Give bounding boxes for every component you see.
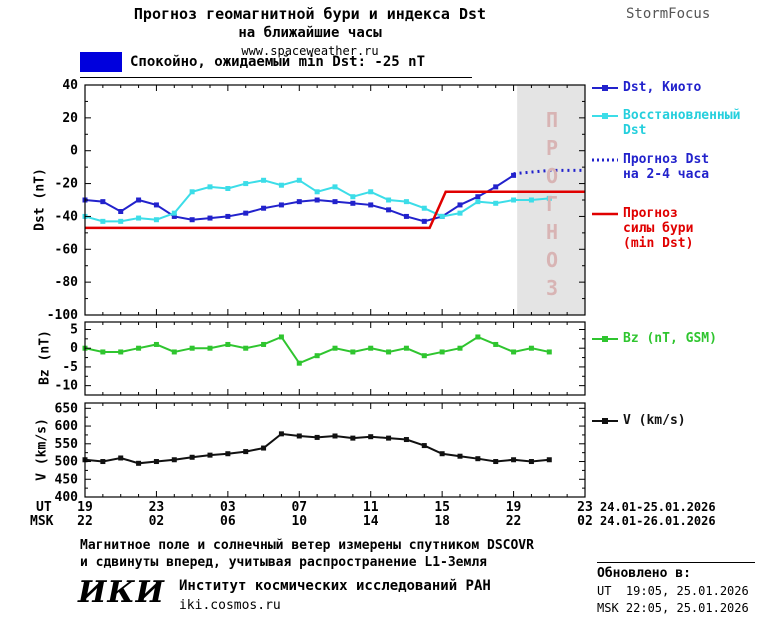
legend-marker-forecast-dst [592,158,618,162]
svg-text:0: 0 [70,144,78,159]
updated-block: Обновлено в: UT 19:05, 25.01.2026 MSK 22… [597,562,755,615]
legend-marker-v [592,418,618,424]
forecast-band-letter: З [545,276,559,300]
yaxis-title-dst: Dst (nT) [32,168,48,231]
yaxis-title-v: V (km/s) [34,418,50,481]
svg-text:550: 550 [55,437,79,452]
legend-label-recovered-dst: Восстановленный Dst [623,108,741,138]
x-tick-ut: 03 [220,500,236,515]
data-source-note-line2: и сдвинуты вперед, учитывая распростране… [80,555,487,570]
x-tick-msk: 14 [362,514,379,529]
svg-text:-20: -20 [55,177,79,192]
forecast-band-letter: О [545,164,559,188]
yaxis-title-bz: Bz (nT) [37,330,53,385]
svg-text:-40: -40 [55,209,79,224]
forecast-band-letter: О [545,248,559,272]
svg-text:5: 5 [70,322,78,337]
svg-text:-5: -5 [62,360,78,375]
x-tick-msk: 18 [434,514,450,529]
legend-marker-bz [592,336,618,342]
legend-label-forecast-dst: Прогноз Dst на 2-4 часа [623,152,710,182]
svg-text:0: 0 [70,341,78,356]
status-row: Спокойно, ожидаемый min Dst: -25 nT [80,52,472,78]
x-tick-msk: 22 [77,514,93,529]
date-range-msk: 24.01-26.01.2026 [600,514,716,528]
forecast-band-letter: Г [545,192,559,216]
x-tick-msk: 02 [577,514,593,529]
updated-ut: UT 19:05, 25.01.2026 [597,584,749,598]
x-tick-ut: 07 [291,500,308,515]
updated-msk: MSK 22:05, 25.01.2026 [597,601,749,615]
legend-label-v: V (km/s) [623,413,686,428]
site-link[interactable]: www.spaceweather.ru [241,44,379,58]
svg-text:500: 500 [55,455,79,470]
forecast-band-letter: П [545,108,559,132]
status-color-swatch [80,52,122,72]
x-tick-ut: 23 [577,500,593,515]
updated-label: Обновлено в: [597,566,691,581]
legend-label-bz: Bz (nT, GSM) [623,331,717,346]
svg-text:-100: -100 [47,308,78,323]
page-title: Прогноз геомагнитной бури и индекса Dst [133,5,487,23]
brand-label: StormFocus [626,6,711,22]
svg-text:20: 20 [62,111,78,126]
x-tick-ut: 15 [434,500,450,515]
page-subtitle: на ближайшие часы [238,25,382,41]
xaxis-row-label-msk: MSK [30,514,54,529]
date-range-ut: 24.01-25.01.2026 [600,500,716,514]
svg-text:-10: -10 [55,379,79,394]
legend-dst-kyoto: Dst, Киото [592,80,701,95]
x-tick-ut: 19 [77,500,93,515]
iki-logo: ИКИ [78,575,165,610]
iki-site-link[interactable]: iki.cosmos.ru [178,598,281,613]
x-tick-msk: 06 [220,514,236,529]
status-label: Спокойно, ожидаемый min Dst: -25 nT [130,54,426,70]
data-source-note-line1: Магнитное поле и солнечный ветер измерен… [80,538,534,553]
header: Прогноз геомагнитной бури и индекса Dst … [40,5,580,58]
forecast-band-letter: Н [545,220,559,244]
x-tick-msk: 02 [148,514,165,529]
svg-text:40: 40 [62,78,78,93]
x-tick-ut: 11 [362,500,379,515]
x-tick-ut: 23 [148,500,165,515]
legend-recovered-dst: Восстановленный Dst [592,108,740,138]
legend-forecast-dst: Прогноз Dst на 2-4 часа [592,152,709,182]
legend-marker-recovered-dst [592,113,618,119]
legend-label-dst-kyoto: Dst, Киото [623,80,702,95]
forecast-band-letter: Р [545,136,559,160]
legend-bz: Bz (nT, GSM) [592,331,717,346]
legend-v: V (km/s) [592,413,686,428]
legend-label-storm-forecast: Прогноз силы бури (min Dst) [623,206,694,251]
legend-storm-forecast: Прогноз силы бури (min Dst) [592,206,693,251]
svg-text:600: 600 [55,419,79,434]
institute-name: Институт космических исследований РАН [178,578,491,594]
legend-marker-storm-forecast [592,212,618,216]
x-tick-msk: 22 [505,514,522,529]
svg-text:-60: -60 [55,242,79,257]
svg-text:650: 650 [55,401,79,416]
xaxis-row-label-ut: UT [36,500,52,515]
svg-text:-80: -80 [55,275,79,290]
x-tick-ut: 19 [505,500,522,515]
data-source-note: Магнитное поле и солнечный ветер измерен… [80,537,534,571]
svg-text:450: 450 [55,472,79,487]
footer-left: ИКИ Институт космических исследований РА… [78,575,491,614]
legend-marker-dst-kyoto [592,85,618,91]
xaxis-tick-labels: 19 22 23 02 03 06 07 10 11 14 15 18 19 22 23 02 [0,500,760,530]
x-tick-msk: 10 [291,514,308,529]
